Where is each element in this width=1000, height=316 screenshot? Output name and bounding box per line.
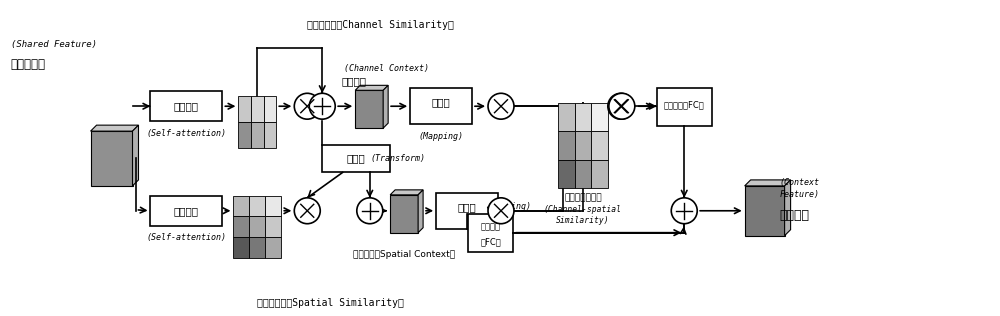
- Bar: [558, 103, 575, 131]
- Text: 通道相似度（Channel Similarity）: 通道相似度（Channel Similarity）: [307, 20, 454, 30]
- Polygon shape: [383, 85, 388, 128]
- Circle shape: [357, 198, 383, 224]
- Bar: [558, 160, 575, 188]
- Bar: [322, 144, 390, 173]
- Polygon shape: [91, 125, 139, 131]
- Bar: [468, 214, 513, 252]
- Polygon shape: [133, 125, 139, 186]
- Circle shape: [609, 93, 635, 119]
- Bar: [436, 193, 498, 229]
- Text: 空间相似度（Spatial Similarity）: 空间相似度（Spatial Similarity）: [257, 298, 404, 308]
- Text: (Self-attention): (Self-attention): [146, 233, 226, 242]
- Text: (Mapping): (Mapping): [419, 131, 464, 141]
- Bar: [575, 131, 591, 160]
- Bar: [265, 196, 281, 216]
- Bar: [591, 131, 608, 160]
- Bar: [745, 186, 785, 236]
- Text: (Transform): (Transform): [371, 154, 426, 163]
- Text: (Mapping): (Mapping): [486, 202, 531, 211]
- Text: 共享特征层: 共享特征层: [11, 58, 46, 71]
- Text: 自注意力: 自注意力: [174, 101, 199, 111]
- Circle shape: [294, 198, 320, 224]
- Bar: [150, 91, 222, 121]
- Text: (Self-attention): (Self-attention): [146, 129, 226, 137]
- Bar: [558, 131, 575, 160]
- Bar: [355, 90, 383, 128]
- Text: 自注意力: 自注意力: [174, 206, 199, 216]
- Text: 空间通道相似度: 空间通道相似度: [564, 193, 602, 202]
- Circle shape: [671, 198, 697, 224]
- Circle shape: [608, 93, 634, 119]
- Polygon shape: [785, 180, 791, 236]
- Bar: [264, 96, 276, 122]
- Polygon shape: [355, 85, 388, 90]
- Circle shape: [294, 93, 320, 119]
- Text: 通道特征: 通道特征: [342, 76, 367, 86]
- Text: Feature): Feature): [780, 190, 820, 199]
- Polygon shape: [390, 190, 423, 195]
- Bar: [150, 196, 222, 226]
- Text: 全连接层（FC）: 全连接层（FC）: [664, 101, 705, 110]
- Text: 融合特征: 融合特征: [780, 209, 810, 222]
- Circle shape: [488, 198, 514, 224]
- Bar: [575, 160, 591, 188]
- Bar: [265, 237, 281, 258]
- Bar: [233, 237, 249, 258]
- Bar: [265, 216, 281, 237]
- Text: (Channel Context): (Channel Context): [344, 64, 429, 73]
- Bar: [249, 216, 265, 237]
- Bar: [591, 160, 608, 188]
- Text: (Context: (Context: [780, 179, 820, 187]
- Bar: [233, 196, 249, 216]
- Text: (Shared Feature): (Shared Feature): [11, 40, 97, 49]
- Bar: [91, 131, 133, 186]
- Polygon shape: [745, 180, 791, 186]
- Bar: [238, 122, 251, 148]
- Polygon shape: [418, 190, 423, 233]
- Text: 空间特征（Spatial Context）: 空间特征（Spatial Context）: [353, 250, 455, 259]
- Bar: [251, 122, 264, 148]
- Text: 转换层: 转换层: [347, 154, 366, 163]
- Text: 全连接层: 全连接层: [481, 222, 501, 232]
- Text: （FC）: （FC）: [480, 238, 501, 246]
- Text: 映射层: 映射层: [432, 97, 450, 107]
- Circle shape: [309, 93, 335, 119]
- Circle shape: [488, 93, 514, 119]
- Bar: [657, 88, 712, 126]
- Bar: [575, 103, 591, 131]
- Bar: [264, 122, 276, 148]
- Bar: [251, 96, 264, 122]
- Bar: [249, 237, 265, 258]
- Text: 映射层: 映射层: [458, 202, 476, 212]
- Bar: [410, 88, 472, 124]
- Bar: [591, 103, 608, 131]
- Bar: [390, 195, 418, 233]
- Text: (Channel-spatial: (Channel-spatial: [544, 205, 622, 214]
- Text: Similarity): Similarity): [556, 216, 610, 225]
- Bar: [238, 96, 251, 122]
- Bar: [233, 216, 249, 237]
- Bar: [249, 196, 265, 216]
